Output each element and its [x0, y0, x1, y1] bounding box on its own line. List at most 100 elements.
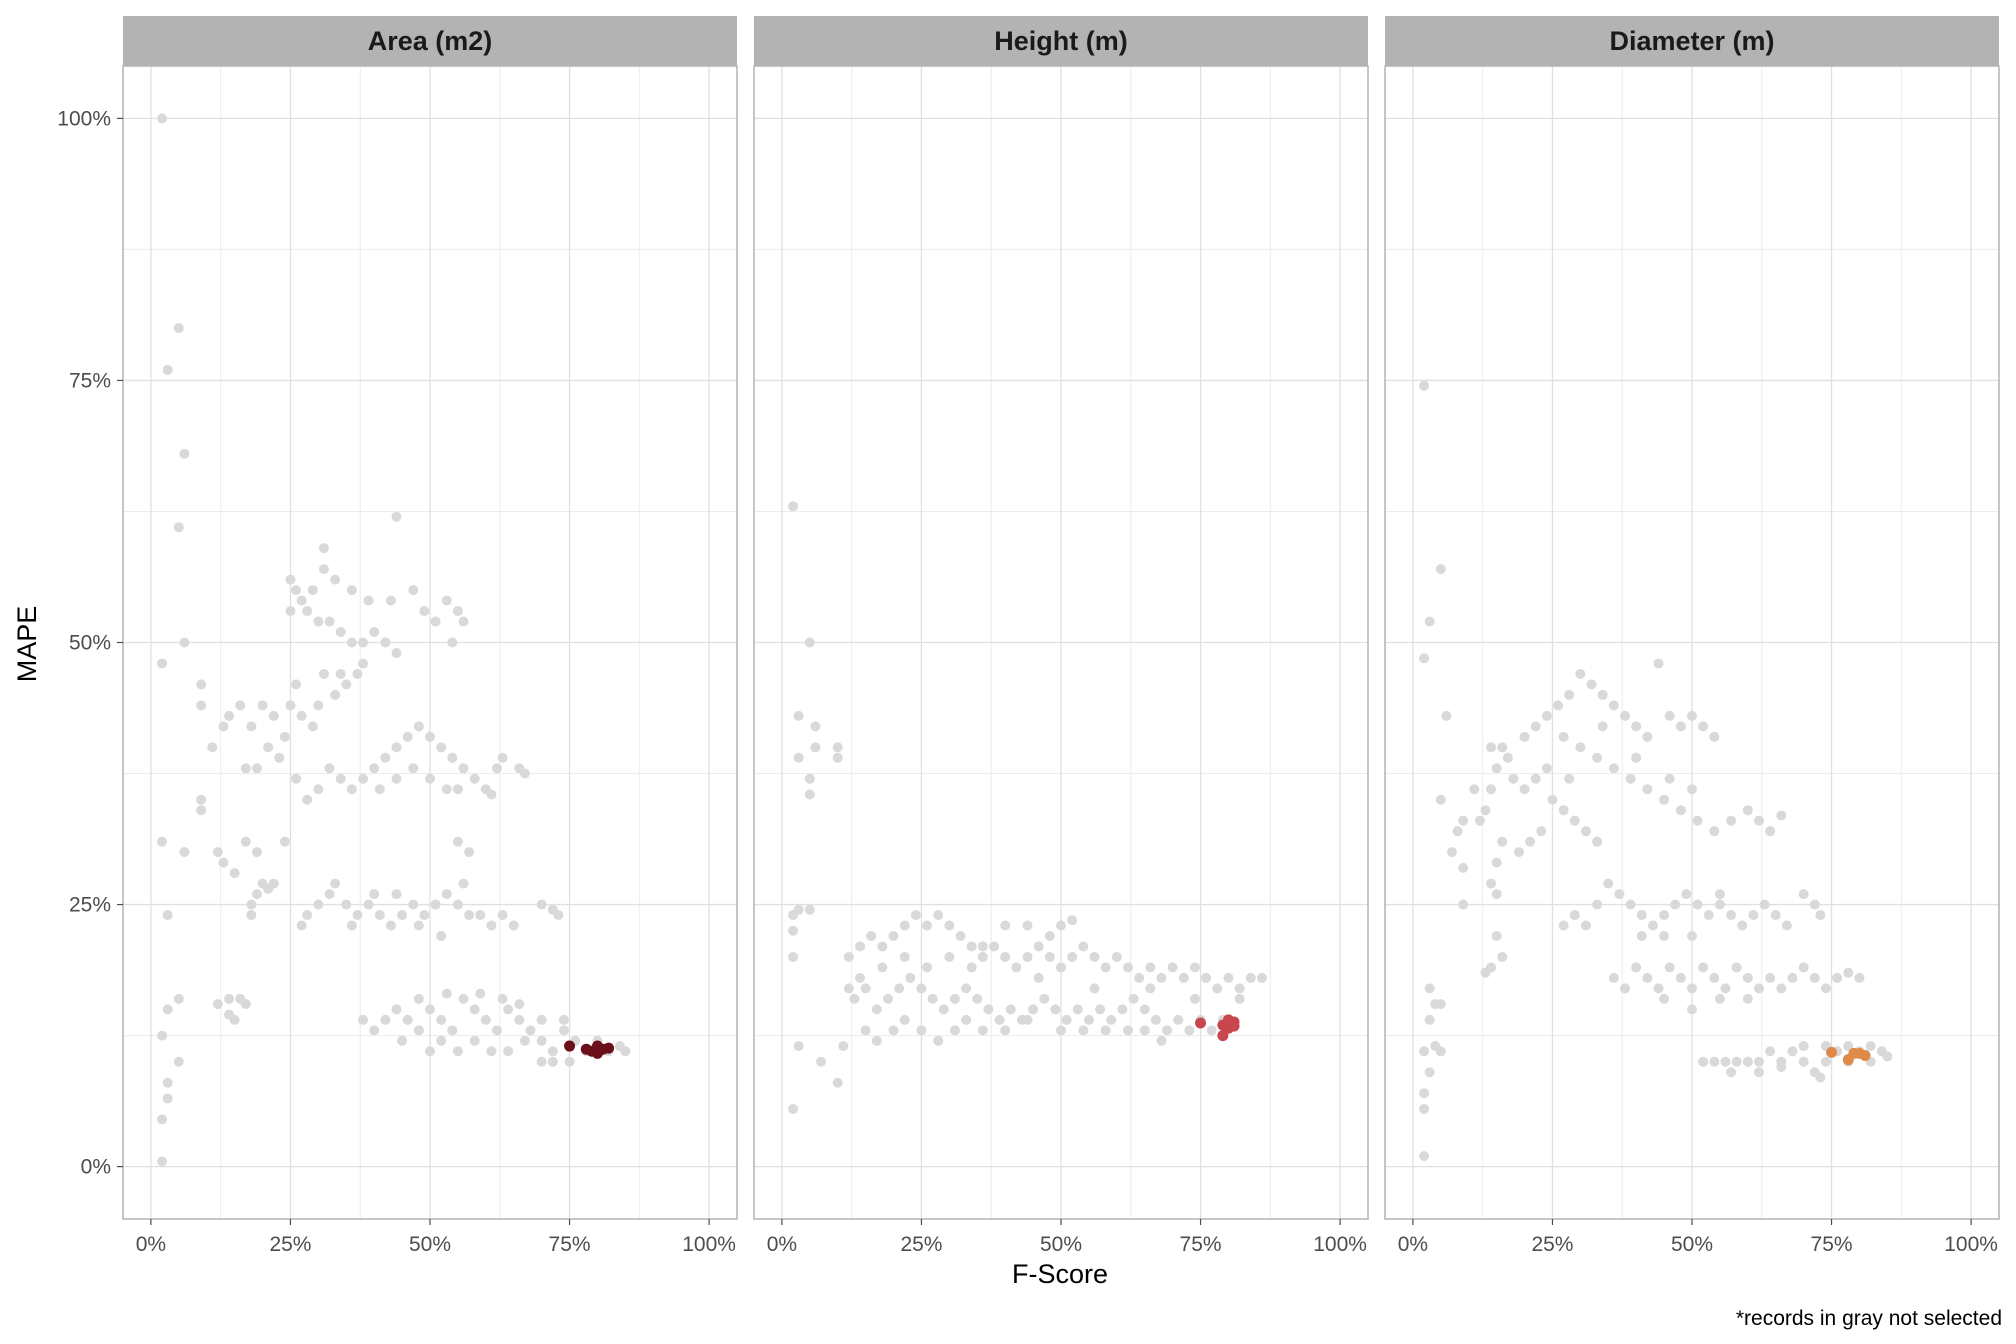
gray-point [1469, 784, 1480, 795]
gray-point [1742, 805, 1753, 816]
gray-point [240, 999, 251, 1010]
gray-point [1486, 784, 1497, 795]
gray-point [302, 606, 313, 617]
gray-point [346, 784, 357, 795]
gray-point [425, 1046, 435, 1057]
gray-point [268, 878, 279, 889]
gray-point [212, 847, 223, 858]
gray-point [793, 752, 804, 763]
gray-point [1117, 1004, 1128, 1015]
x-tick-label: 100% [1313, 1233, 1367, 1256]
gray-point [788, 951, 799, 962]
gray-point [916, 983, 927, 994]
gray-point [352, 668, 363, 679]
gray-point [475, 910, 486, 921]
gray-point [1022, 1014, 1033, 1025]
gray-point [558, 1025, 569, 1036]
gray-point [497, 752, 508, 763]
gray-point [1659, 910, 1670, 921]
gray-point [1419, 1088, 1430, 1099]
gray-point [1815, 910, 1826, 921]
gray-point [486, 920, 497, 931]
highlight-point [1195, 1017, 1207, 1029]
gray-point [218, 857, 229, 868]
gray-point [1458, 862, 1469, 873]
gray-point [157, 1156, 168, 1167]
gray-point [480, 1014, 491, 1025]
gray-point [1854, 972, 1865, 983]
gray-point [1575, 668, 1586, 679]
gray-point [441, 889, 452, 900]
gray-point [519, 1035, 530, 1046]
gray-point [955, 930, 966, 941]
highlight-point [580, 1043, 592, 1055]
gray-point [1435, 999, 1446, 1010]
gray-point [458, 878, 469, 889]
gray-point [1698, 1056, 1709, 1067]
gray-point [1642, 972, 1653, 983]
gray-point [173, 1056, 184, 1067]
gray-point [285, 574, 296, 585]
gray-point [1709, 731, 1720, 742]
gray-point [855, 972, 866, 983]
gray-point [1687, 930, 1697, 941]
gray-point [458, 763, 469, 774]
gray-point [536, 1056, 547, 1067]
y-axis-title: MAPE [12, 606, 42, 683]
gray-point [793, 904, 804, 915]
gray-point [1424, 983, 1435, 994]
gray-point [419, 606, 430, 617]
gray-point [1134, 972, 1145, 983]
gray-point [1508, 773, 1519, 784]
gray-point [1687, 1004, 1697, 1015]
gray-point [1011, 962, 1022, 973]
gray-point [1776, 1062, 1787, 1073]
gray-point [1223, 972, 1234, 983]
gray-point [447, 1025, 458, 1036]
gray-point [391, 1004, 402, 1015]
gray-point [1424, 1014, 1435, 1025]
gray-point [318, 564, 329, 575]
gray-point [346, 920, 357, 931]
gray-point [179, 448, 190, 459]
gray-point [1486, 742, 1497, 753]
gray-point [173, 323, 184, 334]
gray-point [1692, 899, 1703, 910]
gray-point [1100, 962, 1111, 973]
gray-point [1681, 889, 1692, 900]
gray-point [224, 710, 235, 721]
gray-point [1167, 962, 1178, 973]
gray-point [464, 910, 475, 921]
gray-point [291, 679, 302, 690]
gray-point [235, 700, 246, 711]
gray-point [1530, 773, 1541, 784]
gray-point [1212, 983, 1223, 994]
gray-point [391, 511, 402, 522]
gray-point [1234, 983, 1245, 994]
gray-point [324, 889, 335, 900]
x-tick-label: 75% [1180, 1233, 1222, 1256]
gray-point [1843, 967, 1854, 978]
gray-point [1145, 962, 1156, 973]
gray-point [815, 1056, 826, 1067]
gray-point [1525, 836, 1536, 847]
gray-point [1575, 742, 1586, 753]
gray-point [313, 784, 324, 795]
gray-point [1184, 1025, 1195, 1036]
gray-point [1441, 710, 1452, 721]
gray-point [1446, 847, 1457, 858]
gray-point [475, 988, 486, 999]
gray-point [1491, 930, 1502, 941]
gray-point [380, 752, 391, 763]
gray-point [508, 920, 519, 931]
gray-point [352, 910, 363, 921]
gray-point [514, 1014, 525, 1025]
chart-caption: *records in gray not selected [1736, 1307, 2002, 1330]
x-tick-label: 25% [1531, 1233, 1573, 1256]
gray-point [877, 962, 888, 973]
gray-point [1647, 920, 1658, 931]
gray-point [994, 1014, 1005, 1025]
gray-point [1095, 1004, 1106, 1015]
gray-point [1765, 1046, 1776, 1057]
gray-point [1519, 731, 1530, 742]
